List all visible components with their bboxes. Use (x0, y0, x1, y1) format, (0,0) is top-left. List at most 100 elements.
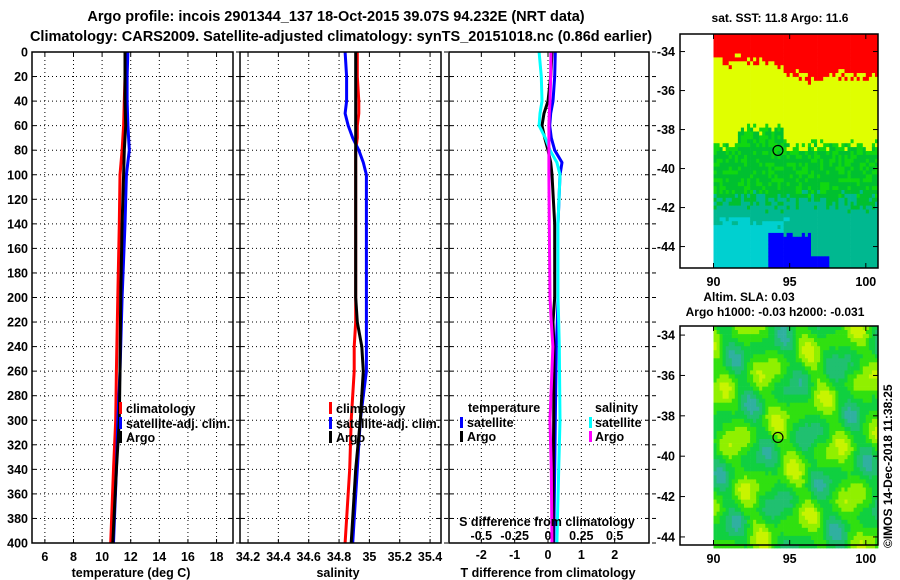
map-cell (862, 186, 867, 191)
map-cell (771, 127, 775, 132)
map-cell (753, 225, 757, 230)
map-cell (777, 135, 781, 140)
y-tick-label: 80 (14, 144, 28, 158)
map-cell (731, 264, 736, 269)
map-cell (859, 260, 864, 265)
map-cell (716, 84, 720, 89)
map-cell (765, 515, 769, 521)
map-cell (771, 229, 775, 234)
map-cell (798, 225, 803, 230)
map-cell (795, 57, 800, 62)
map-cell (725, 358, 730, 363)
map-cell (725, 467, 730, 472)
legend-s-argo: Argo (595, 430, 625, 444)
map-cell (771, 463, 775, 468)
map-cell (762, 240, 766, 245)
map-cell (832, 143, 836, 148)
map-cell (753, 178, 757, 183)
map-cell (835, 37, 839, 43)
map-cell (875, 147, 879, 152)
map-cell (722, 69, 726, 74)
map-cell (817, 53, 821, 58)
map-cell (728, 527, 733, 533)
map-cell (725, 475, 730, 480)
map-cell (875, 112, 879, 117)
map-cell (844, 154, 848, 160)
map-cell (762, 535, 766, 541)
map-cell (716, 217, 720, 222)
map-cell (853, 151, 857, 156)
map-cell (868, 108, 873, 113)
map-cell (750, 174, 754, 179)
map-cell (807, 92, 812, 97)
map-cell (731, 131, 736, 136)
map-cell (774, 147, 778, 152)
map-cell (734, 264, 739, 269)
map-cell (847, 248, 851, 253)
map-cell (756, 45, 760, 50)
map-cell (740, 495, 745, 500)
map-cell (716, 108, 720, 113)
map-cell (747, 495, 751, 500)
map-cell (750, 483, 754, 488)
map-cell (783, 143, 787, 148)
map-cell (875, 41, 879, 47)
map-cell (759, 264, 763, 269)
map-cell (716, 447, 720, 452)
map-cell (734, 455, 739, 460)
map-cell (737, 252, 742, 257)
map-cell (780, 354, 784, 359)
map-cell (795, 213, 800, 218)
map-cell (774, 123, 778, 128)
map-cell (719, 422, 723, 428)
map-cell (716, 37, 720, 43)
map-cell (753, 151, 757, 156)
map-cell (740, 475, 745, 480)
map-cell (737, 236, 742, 242)
map-cell (856, 154, 861, 160)
map-cell (789, 45, 794, 50)
map-cell (716, 338, 720, 343)
map-cell (713, 217, 717, 222)
map-cell (740, 170, 745, 175)
map-cell (744, 151, 748, 156)
map-cell (777, 544, 781, 549)
map-cell (759, 229, 763, 234)
map-cell (756, 544, 760, 549)
map-cell (725, 402, 730, 408)
map-cell (847, 104, 851, 109)
map-cell (768, 186, 772, 191)
map-cell (859, 248, 864, 253)
map-cell (777, 49, 781, 54)
map-cell (835, 174, 839, 179)
map-cell (777, 326, 781, 331)
map-cell (722, 326, 726, 331)
map-cell (734, 147, 739, 152)
map-cell (811, 244, 815, 249)
map-cell (792, 170, 797, 175)
map-cell (786, 252, 790, 257)
map-cell (875, 260, 879, 265)
y-tick-label: 360 (7, 487, 28, 501)
map-cell (713, 61, 717, 66)
map-cell (737, 80, 742, 86)
map-cell (868, 131, 873, 136)
map-cell (768, 342, 772, 347)
map-cell (862, 104, 867, 109)
map-cell (862, 154, 867, 160)
map-cell (756, 147, 760, 152)
map-cell (722, 104, 726, 109)
map-cell (750, 41, 754, 47)
map-cell (750, 523, 754, 529)
map-cell (734, 503, 739, 508)
map-cell (731, 519, 736, 525)
map-cell (713, 342, 717, 347)
map-cell (759, 431, 763, 436)
map-cell (875, 154, 879, 160)
map-cell (774, 326, 778, 331)
map-cell (762, 69, 766, 74)
map-cell (814, 229, 818, 234)
map-cell (792, 193, 797, 199)
map-cell (835, 76, 839, 82)
map-cell (856, 190, 861, 195)
